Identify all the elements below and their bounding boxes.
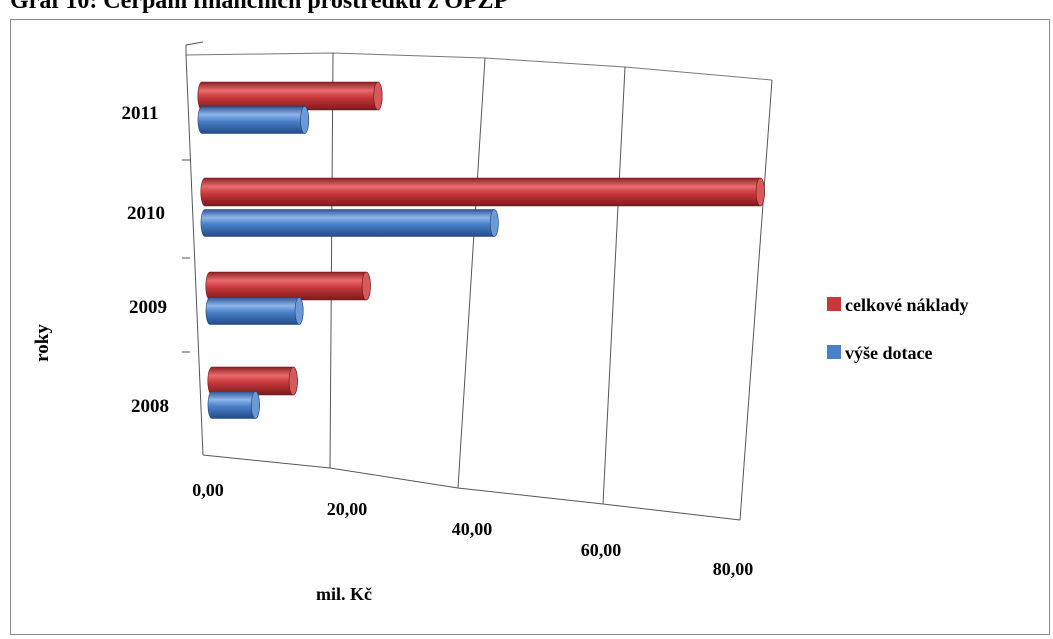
bar-vyse-dotace xyxy=(205,297,304,325)
bars xyxy=(197,81,765,419)
x-tick-label: 0,00 xyxy=(192,480,224,500)
y-axis-title: roky xyxy=(32,324,53,362)
bar-body xyxy=(200,177,765,207)
axis-labels: 0,00 20,00 40,00 60,00 80,00 2008 2009 2010 2011 xyxy=(122,103,754,579)
chart-area xyxy=(10,19,1050,635)
gridline xyxy=(602,66,626,505)
y-tick-label: 2009 xyxy=(129,297,167,318)
page-title: Graf 10: Čerpání finančních prostředků z… xyxy=(10,0,509,14)
bar-celkove-naklady xyxy=(200,177,765,207)
bar-celkove-naklady xyxy=(205,271,371,301)
gridline xyxy=(457,57,486,489)
x-tick-label: 20,00 xyxy=(327,499,368,519)
bar-celkove-naklady xyxy=(197,81,383,111)
legend-label-celkove: celkové náklady xyxy=(845,295,969,315)
bar-body xyxy=(197,81,383,111)
back-wall-top-edge xyxy=(185,52,773,81)
bar-body xyxy=(205,271,371,301)
bar-body xyxy=(205,297,304,325)
axis-corner xyxy=(185,41,204,46)
x-axis-title: mil. Kč xyxy=(316,584,372,604)
bar-cap xyxy=(489,209,499,237)
bar-cap xyxy=(294,297,304,325)
bar-body xyxy=(207,366,298,396)
bar-vyse-dotace xyxy=(200,209,499,237)
y-tick-label: 2010 xyxy=(127,203,165,224)
legend-swatch-celkove xyxy=(827,297,841,311)
gridline xyxy=(185,54,204,456)
bar-vyse-dotace xyxy=(207,391,260,419)
x-tick-label: 80,00 xyxy=(713,559,754,579)
x-tick-label: 60,00 xyxy=(581,540,622,560)
bar-cap xyxy=(755,177,765,207)
bar-vyse-dotace xyxy=(197,106,309,134)
gridline xyxy=(739,79,773,521)
legend-label-dotace: výše dotace xyxy=(845,343,932,363)
bar-body xyxy=(200,209,499,237)
bar-cap xyxy=(373,81,383,111)
y-tick-label: 2011 xyxy=(122,103,159,124)
legend: celkové náklady výše dotace xyxy=(827,295,969,363)
gridlines xyxy=(182,41,773,521)
y-tick-label: 2008 xyxy=(131,396,169,417)
bar-celkove-naklady xyxy=(207,366,298,396)
bar-cap xyxy=(300,106,309,134)
bar-cap xyxy=(251,391,260,419)
bar-cap xyxy=(361,271,371,301)
bar-cap xyxy=(288,366,298,396)
gridline xyxy=(329,52,334,469)
x-axis-line xyxy=(202,454,741,521)
legend-swatch-dotace xyxy=(827,345,841,359)
bar-body xyxy=(197,106,309,134)
x-tick-label: 40,00 xyxy=(452,519,493,539)
